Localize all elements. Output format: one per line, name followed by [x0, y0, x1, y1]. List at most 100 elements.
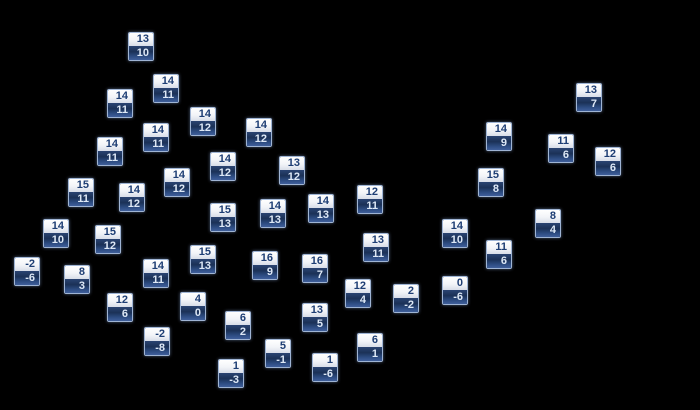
- low-temp-value: 13: [191, 259, 215, 273]
- high-temp-value: 2: [394, 285, 418, 298]
- low-temp-value: 12: [247, 132, 271, 146]
- high-temp-value: 12: [596, 148, 620, 161]
- high-temp-value: 13: [280, 157, 304, 170]
- high-temp-value: 14: [261, 200, 285, 213]
- low-temp-value: 13: [309, 208, 333, 222]
- temp-badge: 8 4: [535, 209, 561, 238]
- high-temp-value: 16: [303, 255, 327, 268]
- low-temp-value: 3: [65, 279, 89, 293]
- temp-badge: 4 0: [180, 292, 206, 321]
- temp-badge: 15 12: [95, 225, 121, 254]
- high-temp-value: 14: [191, 108, 215, 121]
- temp-badge: 14 12: [190, 107, 216, 136]
- temp-badge: 14 9: [486, 122, 512, 151]
- low-temp-value: 9: [253, 265, 277, 279]
- high-temp-value: 1: [219, 360, 243, 373]
- low-temp-value: 1: [358, 347, 382, 361]
- low-temp-value: 11: [69, 192, 93, 206]
- high-temp-value: 16: [253, 252, 277, 265]
- high-temp-value: 14: [108, 90, 132, 103]
- high-temp-value: 14: [144, 260, 168, 273]
- temp-badge: 14 13: [308, 194, 334, 223]
- low-temp-value: 5: [303, 317, 327, 331]
- low-temp-value: -1: [266, 353, 290, 367]
- temp-badge: 5 -1: [265, 339, 291, 368]
- low-temp-value: 6: [549, 148, 573, 162]
- temp-badge: 13 12: [279, 156, 305, 185]
- low-temp-value: 11: [98, 151, 122, 165]
- temp-badge: 14 11: [97, 137, 123, 166]
- low-temp-value: 4: [346, 293, 370, 307]
- high-temp-value: 4: [181, 293, 205, 306]
- low-temp-value: 12: [165, 182, 189, 196]
- low-temp-value: 11: [144, 137, 168, 151]
- low-temp-value: 12: [191, 121, 215, 135]
- high-temp-value: 14: [144, 124, 168, 137]
- low-temp-value: 13: [211, 217, 235, 231]
- temp-badge: 14 12: [246, 118, 272, 147]
- high-temp-value: -2: [145, 328, 169, 341]
- temp-badge: 2 -2: [393, 284, 419, 313]
- high-temp-value: 5: [266, 340, 290, 353]
- low-temp-value: 13: [261, 213, 285, 227]
- temp-badge: 14 12: [210, 152, 236, 181]
- temp-badge: 14 11: [107, 89, 133, 118]
- high-temp-value: 11: [487, 241, 511, 254]
- temp-badge: 14 11: [143, 123, 169, 152]
- low-temp-value: 6: [487, 254, 511, 268]
- high-temp-value: 15: [69, 179, 93, 192]
- low-temp-value: 2: [226, 325, 250, 339]
- temp-badge: 14 11: [143, 259, 169, 288]
- temp-badge: 0 -6: [442, 276, 468, 305]
- temp-badge: 15 8: [478, 168, 504, 197]
- temp-badge: 11 6: [486, 240, 512, 269]
- high-temp-value: 8: [536, 210, 560, 223]
- low-temp-value: -3: [219, 373, 243, 387]
- low-temp-value: 11: [154, 88, 178, 102]
- high-temp-value: 13: [129, 33, 153, 46]
- temp-badge: 14 12: [119, 183, 145, 212]
- temp-badge: 12 6: [107, 293, 133, 322]
- high-temp-value: 12: [108, 294, 132, 307]
- high-temp-value: 6: [358, 334, 382, 347]
- low-temp-value: 11: [108, 103, 132, 117]
- temp-badge: 14 13: [260, 199, 286, 228]
- temp-badge: 15 11: [68, 178, 94, 207]
- low-temp-value: 8: [479, 182, 503, 196]
- high-temp-value: 14: [165, 169, 189, 182]
- temp-badge: 15 13: [190, 245, 216, 274]
- low-temp-value: 6: [108, 307, 132, 321]
- low-temp-value: 12: [280, 170, 304, 184]
- low-temp-value: -6: [15, 271, 39, 285]
- high-temp-value: 0: [443, 277, 467, 290]
- low-temp-value: 10: [129, 46, 153, 60]
- temp-badge: 16 7: [302, 254, 328, 283]
- low-temp-value: -8: [145, 341, 169, 355]
- low-temp-value: 11: [358, 199, 382, 213]
- high-temp-value: 1: [313, 354, 337, 367]
- low-temp-value: 4: [536, 223, 560, 237]
- high-temp-value: 14: [309, 195, 333, 208]
- temp-badge: -2 -6: [14, 257, 40, 286]
- high-temp-value: 14: [120, 184, 144, 197]
- temp-badge: -2 -8: [144, 327, 170, 356]
- temp-badge: 13 11: [363, 233, 389, 262]
- low-temp-value: 11: [144, 273, 168, 287]
- temp-badge: 8 3: [64, 265, 90, 294]
- temp-badge: 14 10: [442, 219, 468, 248]
- temp-badge: 12 11: [357, 185, 383, 214]
- temp-badge: 1 -6: [312, 353, 338, 382]
- high-temp-value: 14: [487, 123, 511, 136]
- temp-badge: 11 6: [548, 134, 574, 163]
- low-temp-value: -6: [313, 367, 337, 381]
- temp-badge: 13 10: [128, 32, 154, 61]
- temp-badge: 16 9: [252, 251, 278, 280]
- high-temp-value: 13: [364, 234, 388, 247]
- high-temp-value: 14: [44, 220, 68, 233]
- low-temp-value: 12: [211, 166, 235, 180]
- low-temp-value: -2: [394, 298, 418, 312]
- high-temp-value: 15: [191, 246, 215, 259]
- low-temp-value: 9: [487, 136, 511, 150]
- temp-badge: 12 6: [595, 147, 621, 176]
